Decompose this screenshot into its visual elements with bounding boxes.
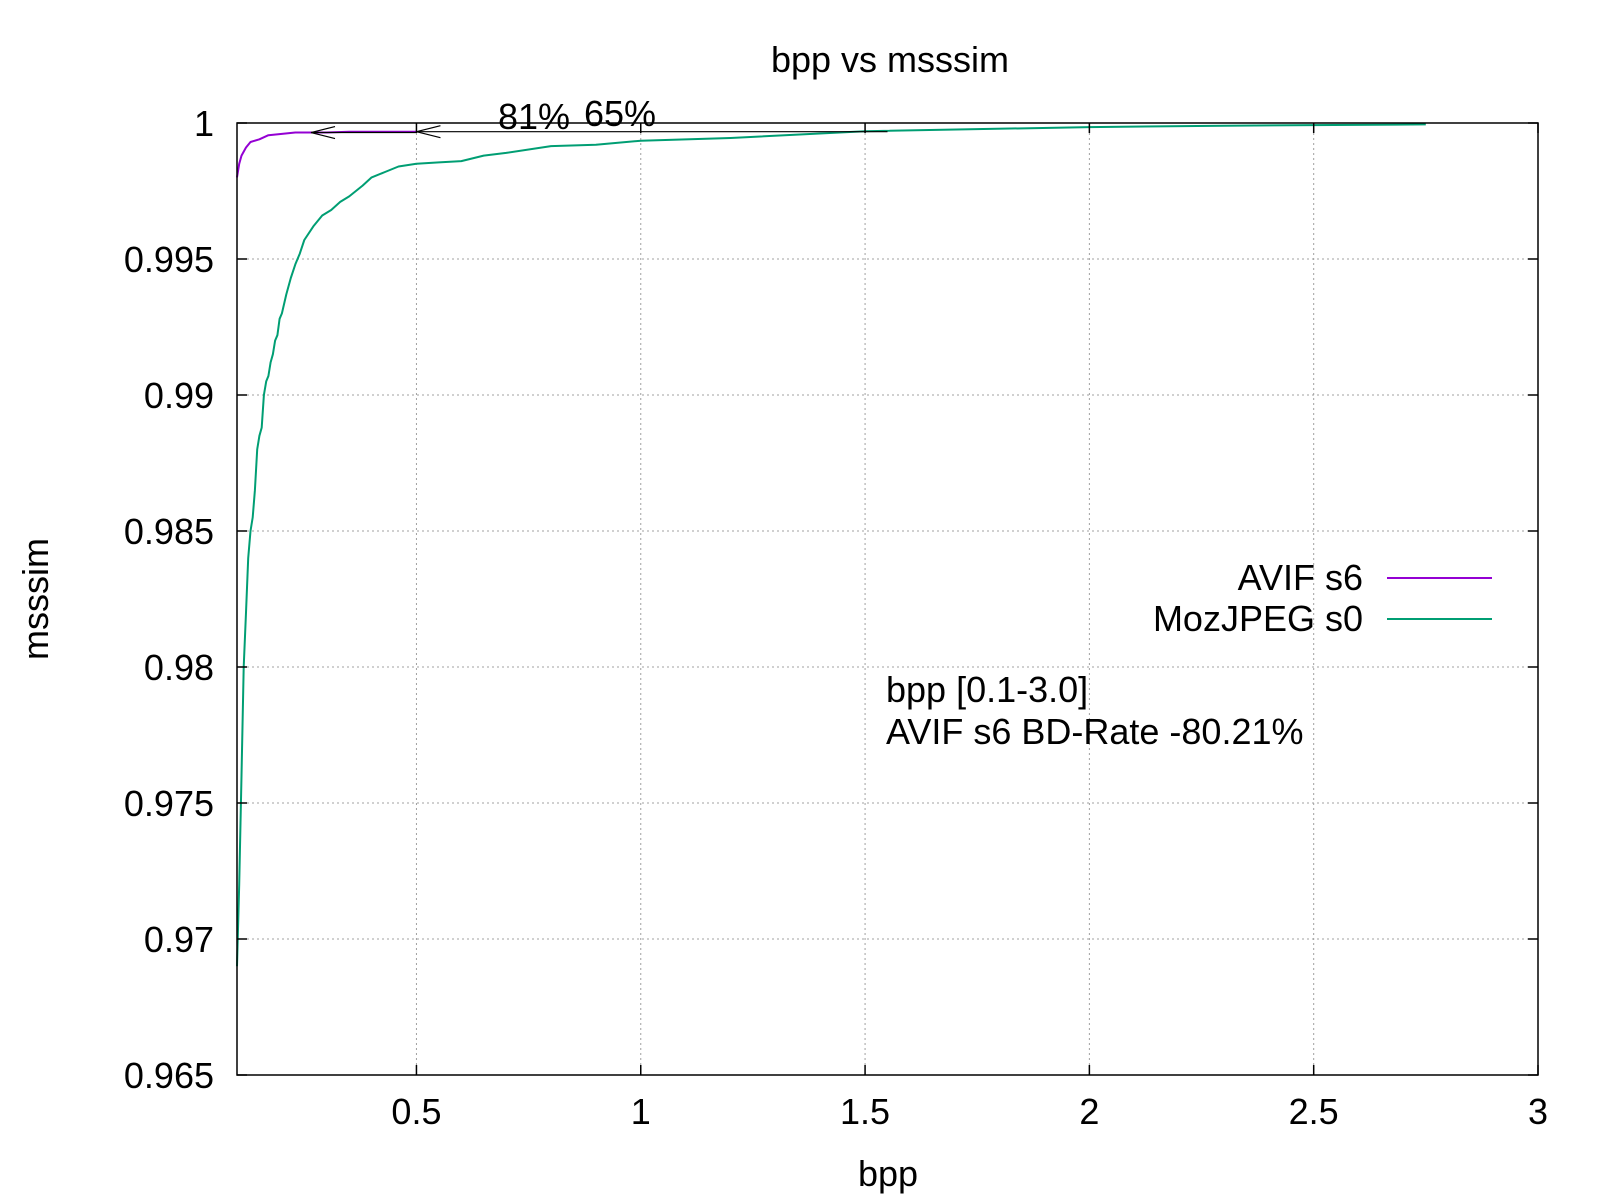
chart-title: bpp vs msssim bbox=[771, 39, 1009, 80]
y-tick-label: 0.97 bbox=[144, 919, 214, 960]
bd-rate-annotation: bpp [0.1-3.0] AVIF s6 BD-Rate -80.21% bbox=[886, 669, 1304, 752]
y-axis-label: msssim bbox=[15, 538, 56, 660]
y-tick-label: 0.975 bbox=[124, 783, 214, 824]
series-line-mozjpeg-s0 bbox=[236, 123, 1426, 967]
plot-frame bbox=[236, 122, 1539, 1076]
series-line-avif-s6 bbox=[236, 130, 417, 178]
arrow-label-65: 65% bbox=[584, 93, 656, 134]
arrow-head bbox=[310, 125, 336, 140]
grid bbox=[237, 123, 1538, 1075]
x-tick-label: 2.5 bbox=[1289, 1091, 1339, 1132]
y-tick-label: 0.99 bbox=[144, 375, 214, 416]
x-axis-label: bpp bbox=[858, 1153, 918, 1194]
axis-ticks: 0.5 1 1.5 2 2.5 3 0.965 0.97 0.975 0.98 0.985 0.99 0… bbox=[124, 103, 1548, 1132]
bd-rate-label: AVIF s6 BD-Rate -80.21% bbox=[886, 711, 1304, 752]
legend-label-avif: AVIF s6 bbox=[1238, 557, 1363, 598]
x-tick-label: 1.5 bbox=[840, 1091, 890, 1132]
x-tick-label: 3 bbox=[1528, 1091, 1548, 1132]
y-tick-label: 0.995 bbox=[124, 239, 214, 280]
series-lines bbox=[236, 123, 1426, 967]
y-tick-label: 0.98 bbox=[144, 647, 214, 688]
y-tick-label: 0.985 bbox=[124, 511, 214, 552]
x-tick-label: 0.5 bbox=[391, 1091, 441, 1132]
bpp-range-label: bpp [0.1-3.0] bbox=[886, 669, 1088, 710]
y-tick-label: 0.965 bbox=[124, 1055, 214, 1096]
x-tick-label: 1 bbox=[631, 1091, 651, 1132]
legend: AVIF s6 MozJPEG s0 bbox=[1153, 557, 1492, 639]
arrow-label-81: 81% bbox=[498, 96, 570, 137]
legend-label-mozjpeg: MozJPEG s0 bbox=[1153, 598, 1363, 639]
x-tick-label: 2 bbox=[1079, 1091, 1099, 1132]
y-tick-label: 1 bbox=[194, 103, 214, 144]
